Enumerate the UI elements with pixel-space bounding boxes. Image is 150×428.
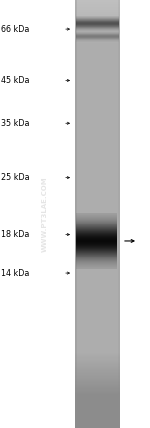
- Text: 18 kDa: 18 kDa: [1, 230, 29, 239]
- Text: WWW.PT3LAE.COM: WWW.PT3LAE.COM: [42, 176, 48, 252]
- Text: 66 kDa: 66 kDa: [1, 24, 29, 34]
- Text: 35 kDa: 35 kDa: [1, 119, 30, 128]
- Text: 45 kDa: 45 kDa: [1, 76, 30, 85]
- Text: 14 kDa: 14 kDa: [1, 268, 29, 278]
- Text: 25 kDa: 25 kDa: [1, 173, 30, 182]
